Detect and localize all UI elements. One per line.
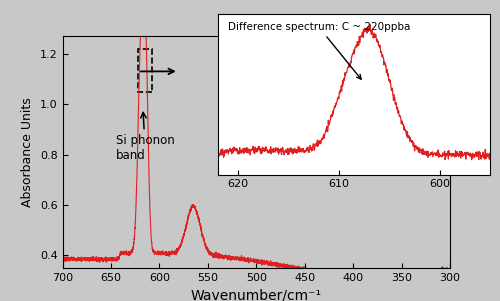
Bar xyxy=(138,49,151,92)
Text: Difference spectrum: C ~ 220ppba: Difference spectrum: C ~ 220ppba xyxy=(228,22,410,79)
Y-axis label: Absorbance Units: Absorbance Units xyxy=(22,97,35,207)
Text: Si phonon
band: Si phonon band xyxy=(116,112,174,162)
X-axis label: Wavenumber/cm⁻¹: Wavenumber/cm⁻¹ xyxy=(190,288,322,301)
